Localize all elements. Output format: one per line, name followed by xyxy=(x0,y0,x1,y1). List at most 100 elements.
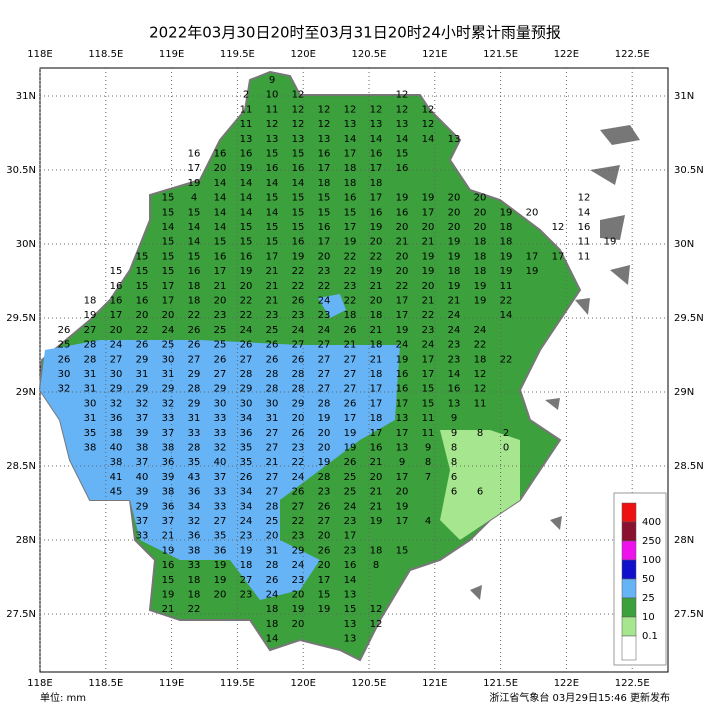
rain-value: 16 xyxy=(188,149,201,160)
rain-value: 32 xyxy=(162,398,175,409)
rain-value: 21 xyxy=(266,266,279,277)
rain-value: 19 xyxy=(344,237,357,248)
rain-value: 23 xyxy=(292,443,305,454)
rain-value: 21 xyxy=(162,531,175,542)
rain-value: 24 xyxy=(266,590,279,601)
rain-value: 29 xyxy=(136,354,149,365)
rain-value: 16 xyxy=(396,163,409,174)
rain-value: 15 xyxy=(136,251,149,262)
rain-value: 27 xyxy=(344,354,357,365)
rain-value: 30 xyxy=(240,398,253,409)
rain-value: 14 xyxy=(240,178,253,189)
rain-value: 22 xyxy=(318,281,331,292)
rain-value: 15 xyxy=(214,237,227,248)
rain-value: 20 xyxy=(162,310,175,321)
rain-value: 19 xyxy=(240,266,253,277)
rain-value: 20 xyxy=(370,296,383,307)
rain-value: 26 xyxy=(240,340,253,351)
legend-swatch xyxy=(621,540,637,561)
lat-tick-label: 28N xyxy=(16,535,36,546)
lon-tick-label: 122E xyxy=(554,49,579,60)
rain-value: 24 xyxy=(110,340,123,351)
rain-value: 28 xyxy=(266,384,279,395)
rain-value: 9 xyxy=(269,75,275,86)
rain-value: 13 xyxy=(396,443,409,454)
rain-value: 15 xyxy=(266,193,279,204)
rain-value: 15 xyxy=(162,207,175,218)
rain-value: 11 xyxy=(240,104,253,115)
rain-value: 15 xyxy=(162,575,175,586)
lon-tick-label: 120.5E xyxy=(352,678,387,689)
rain-value: 16 xyxy=(344,193,357,204)
rain-value: 12 xyxy=(396,104,409,115)
rain-value: 38 xyxy=(110,457,123,468)
rain-value: 13 xyxy=(266,134,279,145)
rain-value: 24 xyxy=(396,340,409,351)
rain-value: 13 xyxy=(370,119,383,130)
rain-value: 21 xyxy=(266,296,279,307)
rain-value: 21 xyxy=(422,237,435,248)
rain-value: 7 xyxy=(425,472,431,483)
rain-value: 18 xyxy=(370,545,383,556)
graticule xyxy=(39,68,668,672)
rain-value: 16 xyxy=(370,443,383,454)
rain-value: 19 xyxy=(500,251,513,262)
rain-value: 12 xyxy=(292,90,305,101)
rain-value: 16 xyxy=(110,281,123,292)
rain-value: 24 xyxy=(292,472,305,483)
rain-value: 27 xyxy=(266,472,279,483)
rain-value: 19 xyxy=(240,545,253,556)
rain-value: 12 xyxy=(344,104,357,115)
rain-value: 23 xyxy=(318,487,331,498)
rain-value: 14 xyxy=(266,178,279,189)
legend-swatch xyxy=(621,559,637,580)
rain-value: 27 xyxy=(266,443,279,454)
rain-value: 34 xyxy=(240,413,253,424)
rain-value: 16 xyxy=(214,251,227,262)
rain-value: 37 xyxy=(214,472,227,483)
rain-value: 23 xyxy=(448,340,461,351)
rain-value: 12 xyxy=(552,222,565,233)
rain-value: 22 xyxy=(292,457,305,468)
rain-value: 9 xyxy=(451,428,457,439)
rain-value: 18 xyxy=(500,237,513,248)
lat-tick-label: 30N xyxy=(674,239,694,250)
rain-value: 28 xyxy=(266,560,279,571)
rain-value: 28 xyxy=(318,472,331,483)
rain-value: 14 xyxy=(214,222,227,233)
rain-value: 26 xyxy=(188,340,201,351)
rain-value: 20 xyxy=(474,207,487,218)
rain-value: 13 xyxy=(396,413,409,424)
rain-value: 27 xyxy=(214,369,227,380)
rain-value: 19 xyxy=(344,443,357,454)
rain-value: 29 xyxy=(188,369,201,380)
rain-value: 13 xyxy=(344,619,357,630)
rain-value: 29 xyxy=(214,384,227,395)
title: 2022年03月30日20时至03月31日20时24小时累计雨量预报 xyxy=(149,24,561,42)
rain-value: 20 xyxy=(396,487,409,498)
rain-value: 43 xyxy=(188,472,201,483)
rain-value: 19 xyxy=(422,251,435,262)
rain-value: 15 xyxy=(136,266,149,277)
rain-value: 36 xyxy=(162,457,175,468)
rain-value: 21 xyxy=(370,354,383,365)
rain-value: 9 xyxy=(399,457,405,468)
rain-value: 23 xyxy=(448,354,461,365)
rain-value: 17 xyxy=(396,310,409,321)
rain-value: 31 xyxy=(162,369,175,380)
rain-value: 36 xyxy=(240,428,253,439)
rain-value: 24 xyxy=(448,325,461,336)
rain-value: 15 xyxy=(292,149,305,160)
rain-value: 27 xyxy=(318,340,331,351)
legend-level: 250 xyxy=(642,536,661,547)
rain-value: 24 xyxy=(318,325,331,336)
rain-value: 39 xyxy=(136,487,149,498)
rain-value: 25 xyxy=(214,340,227,351)
rain-value: 18 xyxy=(474,251,487,262)
lon-tick-label: 118.5E xyxy=(88,49,123,60)
rain-value: 21 xyxy=(370,281,383,292)
rain-value: 17 xyxy=(370,163,383,174)
rain-value: 6 xyxy=(451,472,457,483)
rain-value: 29 xyxy=(292,398,305,409)
rain-value: 17 xyxy=(422,369,435,380)
